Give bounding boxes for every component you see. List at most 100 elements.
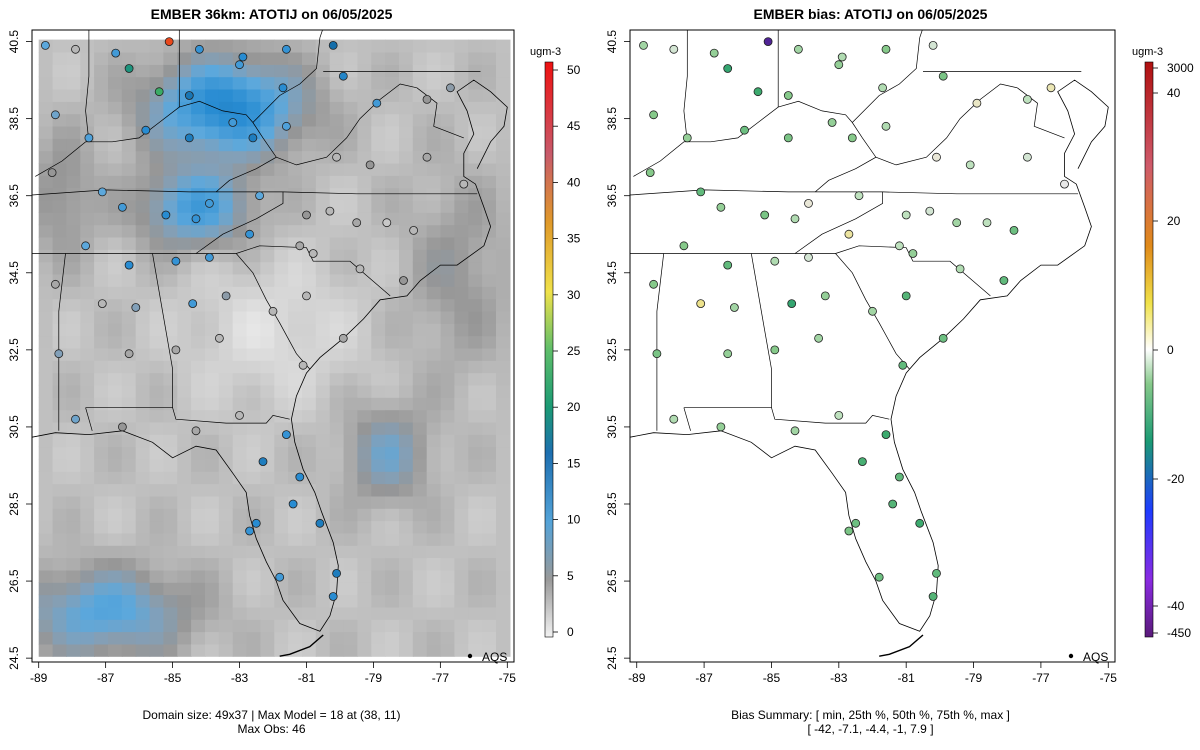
model-grid-cell [274,619,289,633]
model-grid-cell [357,138,372,152]
model-grid-cell [177,298,192,312]
model-grid-cell [399,150,414,164]
model-grid-cell [399,619,414,633]
model-grid-cell [371,557,386,571]
model-grid-cell [232,458,248,472]
model-grid-cell [399,76,414,90]
model-grid-cell [399,545,414,559]
aqs-site-observation [258,457,268,467]
model-grid-cell [371,126,386,139]
model-grid-cell [149,52,165,65]
model-grid-cell [412,397,428,411]
model-grid-cell [343,76,359,90]
model-grid-cell [232,89,248,102]
model-grid-cell [315,261,331,275]
model-grid-cell [496,643,511,657]
model-grid-cell [274,335,289,349]
model-grid-cell [246,421,262,435]
model-grid-cell [232,569,248,583]
model-grid-cell [482,643,497,657]
model-grid-cell [135,212,151,226]
model-grid-cell [163,483,178,497]
model-grid-cell [149,483,165,497]
model-grid-cell [94,273,109,287]
aqs-site-observation [154,87,164,97]
model-grid-cell [440,569,456,583]
model-grid-cell [260,520,275,534]
state-border [750,253,772,408]
model-grid-cell [371,384,386,398]
model-grid-cell [329,126,345,139]
model-grid-cell [94,212,109,226]
model-grid-cell [260,76,275,90]
right-footer-line2: [ -42, -7.1, -4.4, -1, 7.9 ] [807,722,934,736]
aqs-site-observation [352,218,362,228]
model-grid-cell [149,582,165,596]
model-grid-cell [399,397,414,411]
model-grid-cell [38,113,54,127]
model-grid-cell [52,64,68,78]
model-grid-cell [385,446,400,460]
model-grid-cell [135,594,151,608]
model-grid-cell [177,606,192,620]
model-grid-cell [94,495,109,509]
model-grid-cell [468,113,483,127]
model-grid-cell [246,372,262,386]
model-grid-cell [163,101,178,115]
model-grid-cell [329,606,345,620]
model-grid-cell [38,458,54,472]
model-grid-cell [205,89,220,102]
model-grid-cell [232,126,248,139]
model-grid-cell [246,286,262,300]
model-grid-cell [260,619,275,633]
model-grid-cell [274,409,289,423]
model-grid-cell [38,236,54,250]
model-grid-cell [412,113,428,127]
model-grid-cell [108,347,123,361]
model-grid-cell [191,150,206,164]
model-grid-cell [399,421,414,435]
model-grid-cell [315,372,331,386]
model-grid-cell [302,236,317,250]
model-grid-cell [329,298,345,312]
model-grid-cell [246,310,262,324]
model-grid-cell [218,89,234,102]
model-grid-cell [149,175,165,189]
model-grid-cell [163,273,178,287]
model-grid-cell [121,323,137,337]
model-grid-cell [343,286,359,300]
model-grid-cell [94,347,109,361]
model-grid-cell [440,631,456,645]
model-grid-cell [66,471,81,485]
aqs-site-observation [365,160,375,170]
model-grid-cell [80,397,95,411]
model-grid-cell [454,298,469,312]
aqs-site-bias [1009,225,1019,235]
model-grid-cell [177,631,192,645]
model-grid-cell [302,163,317,176]
model-grid-cell [149,347,165,361]
model-grid-cell [121,508,137,522]
model-grid-cell [315,421,331,435]
model-grid-cell [121,384,137,398]
model-grid-cell [412,249,428,263]
model-grid-cell [108,619,123,633]
model-grid-cell [385,175,400,189]
model-grid-cell [80,631,95,645]
model-grid-cell [454,89,469,102]
model-grid-cell [94,458,109,472]
model-grid-cell [357,199,372,213]
aqs-site-observation [97,299,107,309]
model-grid-cell [468,199,483,213]
model-grid-cell [177,397,192,411]
model-grid-cell [440,236,456,250]
model-grid-cell [343,347,359,361]
model-grid-cell [288,397,303,411]
model-grid-cell [302,582,317,596]
model-grid-cell [302,409,317,423]
state-border [875,83,1018,166]
aqs-site-bias [820,291,830,301]
model-grid-cell [454,138,469,152]
x-tick-label: -83 [231,671,249,685]
model-grid-cell [260,594,275,608]
